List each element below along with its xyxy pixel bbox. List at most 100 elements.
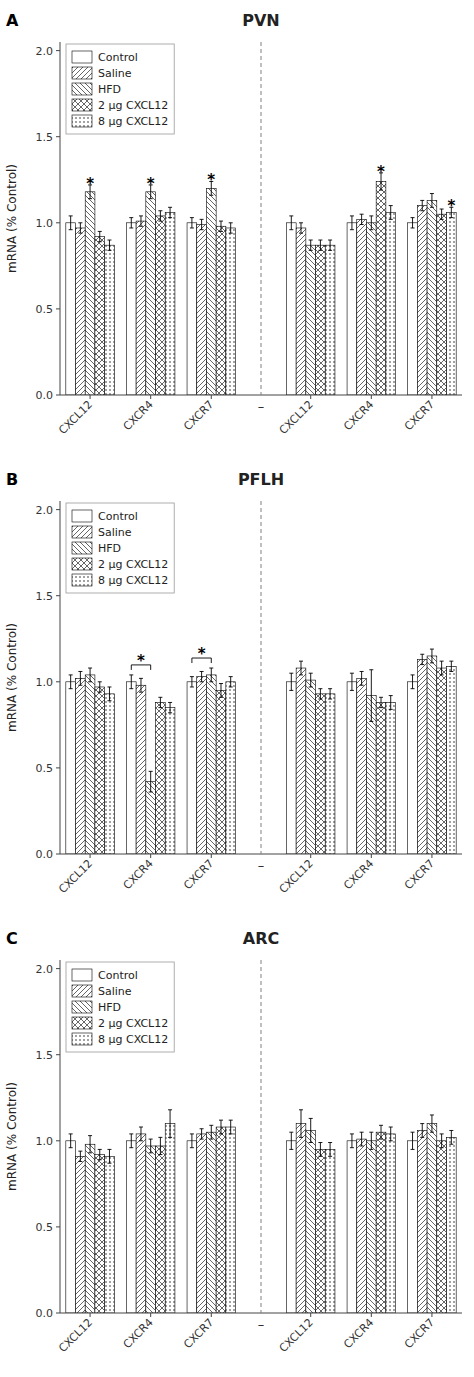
bar: [446, 212, 456, 395]
bar: [226, 682, 236, 854]
legend-swatch: [72, 83, 92, 95]
bar: [136, 685, 146, 854]
legend-box: [66, 44, 174, 134]
error-bar: [420, 1124, 424, 1138]
legend-swatch: [72, 1017, 92, 1029]
y-axis-label: mRNA (% Control): [5, 1082, 19, 1191]
legend: ControlSalineHFD2 μg CXCL128 μg CXCL12: [66, 44, 174, 134]
error-bar: [360, 214, 364, 224]
bar: [437, 214, 447, 395]
bar: [165, 212, 175, 395]
error-bar: [168, 1110, 172, 1138]
legend-swatch: [72, 558, 92, 570]
error-bar: [411, 675, 415, 689]
x-tick-label: CXCR4: [341, 857, 376, 892]
error-bar: [299, 223, 303, 233]
bar: [316, 1149, 326, 1313]
separator: [261, 42, 262, 395]
bar: [347, 223, 357, 395]
error-bar: [149, 771, 153, 792]
error-bar: [158, 697, 162, 707]
x-tick: [431, 1313, 432, 1317]
error-bar: [200, 219, 204, 229]
panel: PVNmRNA (% Control)0.00.51.01.52.0CXCL12…: [5, 11, 462, 437]
error-bar: [209, 1125, 213, 1139]
bar: [146, 782, 156, 854]
significance-star: *: [198, 645, 206, 663]
x-tick-label: CXCR7: [402, 398, 437, 433]
bar: [437, 668, 447, 854]
error-bar: [190, 1134, 194, 1148]
error-bar: [430, 1115, 434, 1132]
legend-label: HFD: [98, 1001, 121, 1014]
x-tick: [310, 1313, 311, 1317]
bar: [187, 223, 197, 395]
separator-label: –: [258, 399, 265, 414]
y-tick-label: 1.0: [36, 1135, 54, 1148]
bar: [325, 245, 335, 395]
bar: [376, 702, 386, 854]
bar: [146, 192, 156, 395]
bar: [85, 1144, 95, 1313]
bar: [105, 694, 115, 854]
error-bar: [309, 240, 313, 250]
bar: [427, 1124, 437, 1313]
bar: [296, 228, 306, 395]
separator: [261, 501, 262, 854]
error-bar: [289, 216, 293, 230]
bar: [105, 1156, 115, 1313]
significance-star: *: [377, 163, 385, 181]
y-tick: [56, 395, 60, 396]
error-bar: [229, 677, 233, 687]
significance-star: *: [137, 652, 145, 670]
significance-star: *: [447, 197, 455, 215]
error-bar: [168, 702, 172, 712]
bar: [66, 223, 76, 395]
bar: [165, 708, 175, 854]
error-bar: [78, 1151, 82, 1161]
error-bar: [328, 689, 332, 699]
title: PVN: [242, 11, 280, 30]
x-tick: [90, 395, 91, 399]
bar: [126, 1141, 136, 1313]
title: PFLH: [238, 470, 284, 489]
bar: [408, 682, 418, 854]
y-tick: [56, 1226, 60, 1227]
legend-label: 8 μg CXCL12: [98, 574, 168, 587]
x-tick: [371, 854, 372, 858]
x-tick-label: CXCR4: [341, 1316, 376, 1351]
error-bar: [440, 1134, 444, 1148]
bar: [156, 216, 166, 395]
bar: [216, 690, 226, 854]
error-bar: [420, 200, 424, 210]
error-bar: [229, 223, 233, 233]
panel-label: C: [6, 929, 18, 948]
error-bar: [360, 1132, 364, 1146]
y-axis-label: mRNA (% Control): [5, 164, 19, 273]
y-tick-label: 0.0: [36, 389, 54, 402]
y-tick: [56, 308, 60, 309]
x-tick-label: CXCR4: [341, 398, 376, 433]
x-tick-label: CXCR7: [181, 398, 216, 433]
x-tick: [150, 395, 151, 399]
error-bar: [107, 687, 111, 701]
bar: [165, 1124, 175, 1313]
error-bar: [88, 668, 92, 682]
error-bar: [98, 682, 102, 692]
y-tick: [56, 681, 60, 682]
x-tick: [431, 854, 432, 858]
legend-box: [66, 503, 174, 593]
y-tick-label: 0.0: [36, 848, 54, 861]
x-tick: [371, 395, 372, 399]
legend-swatch: [72, 99, 92, 111]
error-bar: [309, 673, 313, 687]
legend-label: 8 μg CXCL12: [98, 1033, 168, 1046]
error-bar: [149, 1139, 153, 1153]
bar: [206, 675, 216, 854]
legend-label: HFD: [98, 542, 121, 555]
error-bar: [129, 1134, 133, 1148]
legend-label: 2 μg CXCL12: [98, 1017, 168, 1030]
bar: [347, 1141, 357, 1313]
x-tick: [150, 1313, 151, 1317]
error-bar: [430, 649, 434, 663]
